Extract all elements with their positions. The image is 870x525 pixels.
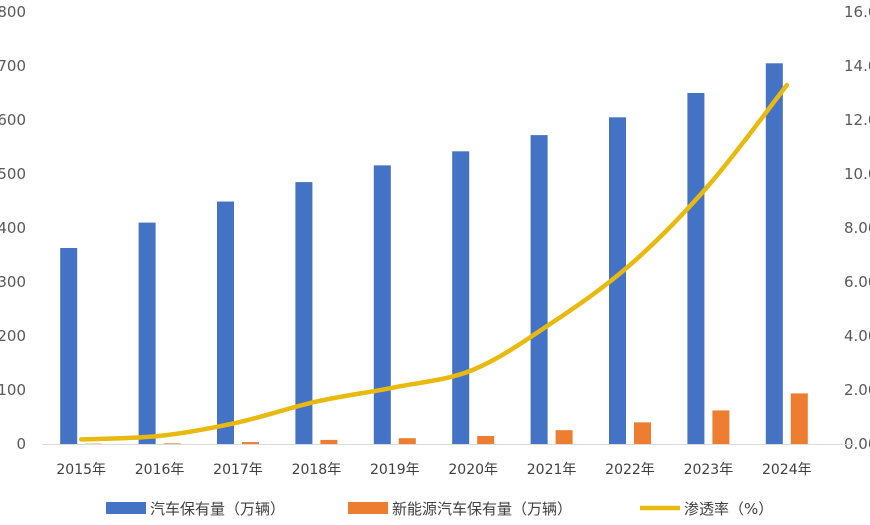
legend-label: 新能源汽车保有量（万辆） — [392, 500, 572, 518]
legend-item-penetration: 渗透率（%） — [640, 500, 773, 518]
penetration-rate-point — [80, 438, 83, 441]
vehicle-stock-bar — [765, 63, 783, 445]
nev-stock-bar — [634, 422, 651, 444]
left-tick-label: 200 — [0, 327, 26, 345]
legend-item-nev-stock: 新能源汽车保有量（万辆） — [348, 500, 572, 518]
right-tick-label: 4.00 — [844, 327, 870, 345]
vehicle-stock-bar — [609, 117, 626, 445]
right-tick-label: 10.00 — [844, 165, 870, 183]
right-tick-label: 2.00 — [844, 381, 870, 399]
x-tick-label: 2016年 — [135, 462, 185, 478]
vehicle-stock-bar — [295, 182, 313, 444]
nev-stock-bar — [477, 435, 495, 444]
penetration-rate-line — [78, 82, 790, 442]
vehicle-stock-bar — [217, 201, 234, 444]
left-tick-label: 800 — [0, 3, 26, 21]
left-tick-label: 300 — [0, 273, 26, 291]
penetration-rate-point — [629, 263, 631, 266]
x-tick-label: 2019年 — [370, 462, 420, 478]
left-tick-label: 400 — [0, 219, 26, 237]
legend-label: 渗透率（%） — [684, 500, 773, 518]
x-tick-label: 2022年 — [605, 462, 655, 478]
right-tick-label: 14.00 — [844, 57, 870, 75]
vehicle-stock-bar — [373, 165, 391, 445]
vehicle-stock-bar — [60, 247, 78, 444]
nev-stock-bar — [163, 443, 181, 444]
vehicle-stock-bar — [687, 93, 705, 444]
nev-stock-bar — [555, 430, 573, 444]
x-tick-label: 2021年 — [527, 462, 577, 478]
legend-swatch — [348, 502, 388, 514]
vehicle-stock-bar — [452, 151, 470, 444]
penetration-rate-point — [785, 84, 788, 87]
left-axis: 0 100 200 300 400 500 600 700 800 — [0, 3, 26, 453]
left-tick-label: 700 — [0, 57, 26, 75]
right-tick-label: 16.00 — [844, 3, 870, 21]
legend-label: 汽车保有量（万辆） — [150, 500, 285, 518]
nev-stock-bar — [790, 393, 808, 444]
nev-stock-bar — [242, 442, 259, 444]
penetration-rate-point — [472, 368, 475, 371]
x-tick-label: 2017年 — [213, 462, 263, 478]
left-tick-label: 500 — [0, 165, 26, 183]
right-tick-label: 8.00 — [844, 219, 870, 237]
penetration-line-layer — [78, 82, 790, 442]
x-tick-label: 2015年 — [56, 462, 106, 478]
penetration-rate-point — [315, 400, 318, 403]
nev-stock-bar — [320, 439, 338, 444]
penetration-rate-point — [393, 386, 396, 389]
legend-swatch — [106, 502, 146, 514]
penetration-rate-point — [550, 322, 553, 325]
x-tick-label: 2023年 — [684, 462, 734, 478]
vehicle-stock-bar — [138, 222, 156, 444]
penetration-rate-point — [158, 434, 161, 437]
right-axis: 0.00 2.00 4.00 6.00 8.00 10.00 12.00 14.00 16.00 — [844, 3, 870, 453]
x-tick-label: 2018年 — [292, 462, 342, 478]
x-tick-label: 2024年 — [762, 462, 812, 478]
nev-stock-bar — [712, 410, 730, 444]
legend-item-vehicle-stock: 汽车保有量（万辆） — [106, 500, 285, 518]
left-tick-label: 0 — [16, 435, 26, 453]
right-tick-label: 6.00 — [844, 273, 870, 291]
left-tick-label: 600 — [0, 111, 26, 129]
penetration-rate-point — [707, 184, 710, 187]
legend: 汽车保有量（万辆） 新能源汽车保有量（万辆） 渗透率（%） — [106, 500, 773, 518]
left-tick-label: 100 — [0, 381, 26, 399]
vehicle-stock-bar — [530, 135, 548, 444]
bars — [60, 63, 808, 445]
right-tick-label: 0.00 — [844, 435, 870, 453]
right-tick-label: 12.00 — [844, 111, 870, 129]
nev-stock-bar — [398, 438, 416, 444]
x-axis: 2015年 2016年 2017年 2018年 2019年 2020年 2021年 2022年… — [56, 462, 811, 478]
penetration-rate-point — [237, 421, 239, 424]
x-tick-label: 2020年 — [448, 462, 498, 478]
